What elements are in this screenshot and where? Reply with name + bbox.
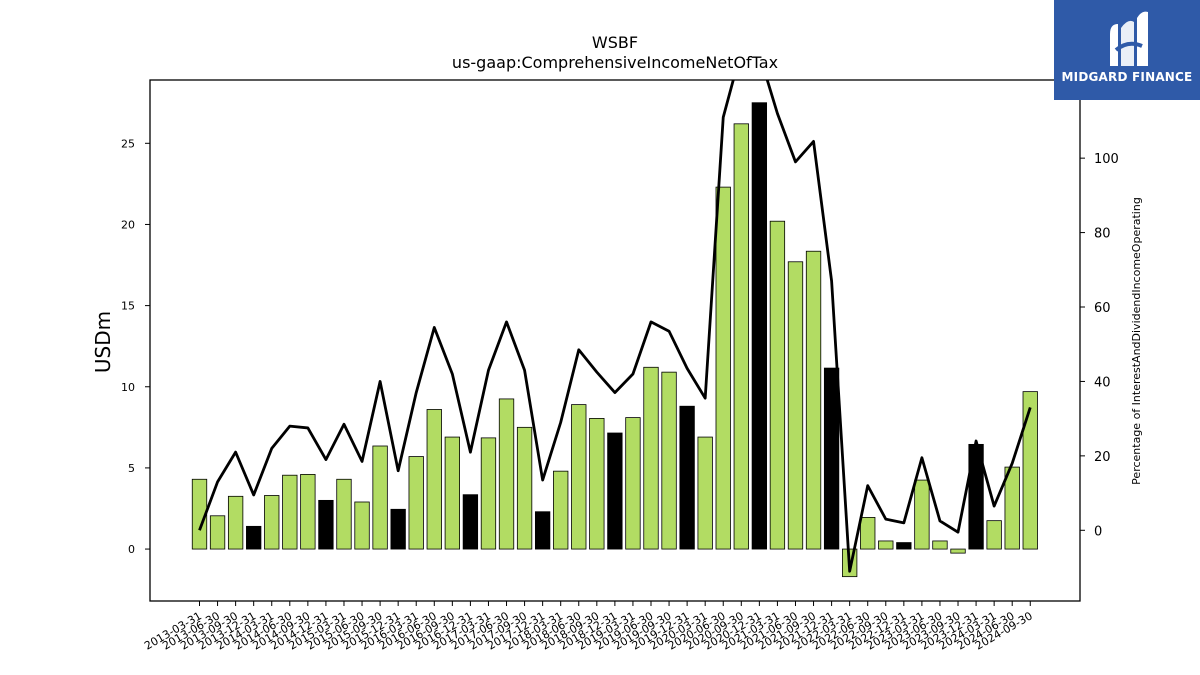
y2-tick-label: 40	[1094, 375, 1111, 390]
bar-2020-03-31	[697, 436, 713, 550]
bar-2019-09-30	[661, 371, 677, 550]
bar-2021-12-31	[823, 367, 840, 550]
bar-2013-12-31	[246, 525, 262, 550]
bar-2014-06-30	[282, 474, 298, 550]
y2-tick-label: 20	[1094, 450, 1111, 465]
ratio-line	[198, 80, 1032, 573]
bar-2017-09-30	[516, 426, 533, 550]
bar-2016-06-30	[426, 409, 442, 550]
bar-2017-06-30	[498, 398, 515, 550]
bar-2024-03-31	[986, 520, 1002, 550]
bar-2024-06-30	[1004, 466, 1020, 550]
y2-axis-label: Percentage of InterestAndDividendIncomeO…	[1130, 197, 1143, 485]
bar-2016-09-30	[444, 436, 460, 550]
bar-2020-09-30	[733, 123, 749, 550]
y-axis-label: USDm	[91, 311, 115, 373]
y2-tick-label: 80	[1094, 227, 1111, 242]
bar-2013-06-30	[209, 515, 226, 550]
bar-2022-06-30	[860, 517, 876, 550]
bar-2018-06-30	[571, 404, 587, 550]
bars	[191, 102, 1038, 578]
y-tick-label: 0	[128, 543, 135, 556]
bar-2022-12-31	[896, 542, 912, 550]
chart-title: WSBF	[592, 33, 638, 52]
bar-2017-12-31	[534, 511, 551, 550]
bar-2021-09-30	[805, 250, 822, 550]
bar-2013-09-30	[227, 495, 244, 550]
bar-2024-09-30	[1022, 391, 1038, 550]
bar-2014-09-30	[300, 473, 316, 550]
bar-2015-03-31	[336, 478, 352, 550]
y-tick-label: 5	[128, 462, 135, 475]
bar-2021-03-31	[769, 220, 786, 550]
y-tick-label: 15	[121, 300, 135, 313]
bar-2019-12-31	[679, 405, 695, 550]
bar-2019-06-30	[643, 366, 659, 550]
bar-2015-12-31	[390, 508, 406, 550]
bar-2022-09-30	[878, 540, 894, 550]
bar-2019-03-31	[625, 417, 641, 550]
bar-2018-12-31	[607, 432, 623, 550]
bar-2017-03-31	[480, 437, 497, 550]
x-axis: 2013-03-312013-06-302013-09-302013-12-31…	[142, 601, 1035, 653]
chart-subtitle: us-gaap:ComprehensiveIncomeNetOfTax	[452, 53, 778, 72]
bar-2023-09-30	[950, 548, 966, 554]
midgard-logo-icon	[1110, 11, 1148, 67]
y2-tick-label: 100	[1094, 152, 1119, 167]
bar-2023-03-31	[914, 479, 930, 550]
logo: MIDGARD FINANCE	[1054, 0, 1200, 100]
bar-2023-06-30	[932, 540, 948, 550]
bar-2018-09-30	[589, 418, 605, 550]
bar-2014-12-31	[318, 499, 334, 550]
bar-2020-12-31	[751, 102, 768, 550]
bar-2016-03-31	[408, 456, 424, 550]
bar-2015-06-30	[354, 501, 370, 550]
bar-2018-03-31	[553, 470, 569, 550]
y-tick-label: 10	[121, 381, 135, 394]
bar-2016-12-31	[462, 494, 479, 550]
y2-axis: 0 20 40 60 80 100	[1080, 152, 1119, 539]
bar-2015-09-30	[372, 445, 388, 550]
y-tick-label: 20	[121, 218, 135, 231]
y-axis: 0 5 10 15 20 25	[121, 137, 150, 556]
logo-brand-text: MIDGARD FINANCE	[1061, 70, 1193, 84]
ratio-line-layer	[198, 80, 1032, 573]
y2-tick-label: 60	[1094, 301, 1111, 316]
bar-2021-06-30	[787, 261, 804, 550]
y2-tick-label: 0	[1094, 524, 1102, 539]
y-tick-label: 25	[121, 137, 135, 150]
bar-2020-06-30	[715, 186, 731, 550]
bar-2014-03-31	[264, 495, 280, 550]
